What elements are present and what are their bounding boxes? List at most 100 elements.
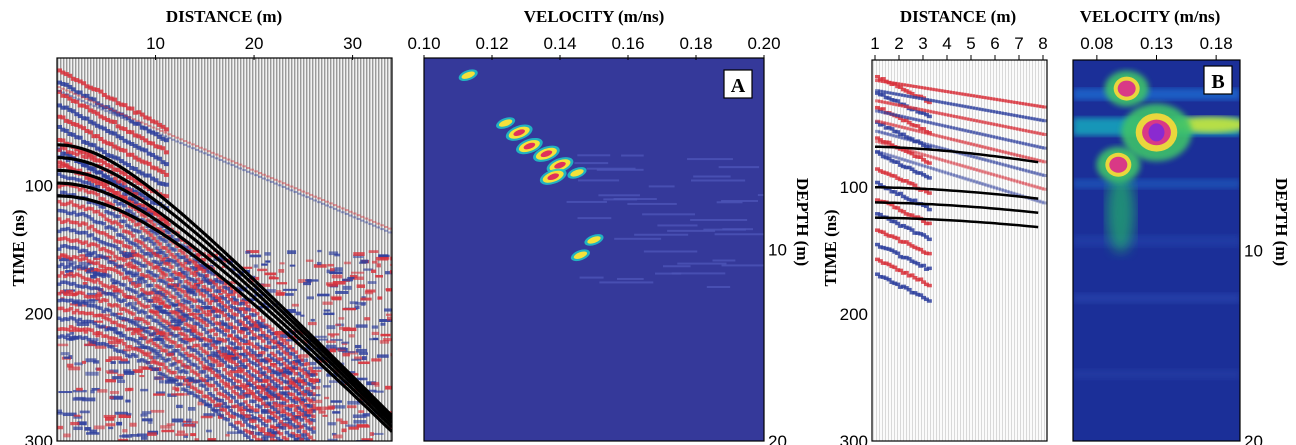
reflection-wavelet: [205, 360, 210, 364]
x-tick-label: 5: [966, 34, 975, 53]
reflection-wavelet: [184, 371, 189, 375]
airwave-wavelet: [108, 108, 112, 110]
reflection-wavelet: [285, 369, 290, 373]
reflection-wavelet: [122, 283, 127, 287]
airwave-wavelet: [203, 152, 207, 154]
noise-wavelet: [105, 379, 116, 382]
noise-wavelet: [245, 251, 250, 254]
semblance-streak: [599, 281, 653, 283]
reflection-wavelet: [234, 363, 239, 367]
airwave-wavelet: [286, 188, 290, 190]
airwave-wavelet: [238, 164, 242, 166]
reflection-wavelet: [190, 338, 195, 342]
reflection-wavelet: [228, 373, 233, 377]
airwave-wavelet: [215, 157, 219, 159]
reflection-wavelet: [267, 383, 272, 387]
reflection-wavelet: [234, 352, 239, 356]
airwave-wavelet: [329, 202, 333, 204]
reflection-wavelet: [166, 306, 171, 310]
reflection-wavelet: [158, 337, 163, 341]
airwave-wavelet: [211, 156, 215, 158]
semblance-streak: [677, 263, 726, 265]
noise-wavelet: [371, 358, 381, 361]
reflection-wavelet: [261, 339, 266, 343]
reflection-wavelet: [240, 395, 245, 399]
reflection-wavelet: [288, 356, 293, 360]
reflection-wavelet: [134, 298, 139, 302]
direct-wave-wavelet: [904, 271, 909, 275]
reflection-wavelet: [110, 236, 115, 240]
y-tick-label: 10: [1244, 242, 1263, 261]
noise-wavelet: [190, 433, 196, 436]
airwave-wavelet: [250, 172, 254, 174]
airwave-wavelet: [199, 147, 203, 149]
reflection-wavelet: [128, 271, 133, 275]
reflection-wavelet: [217, 315, 222, 319]
noise-wavelet: [356, 349, 367, 353]
reflection-wavelet: [208, 339, 213, 343]
noise-wavelet: [351, 272, 364, 274]
airwave-wavelet: [317, 197, 321, 199]
reflection-wavelet: [202, 327, 207, 331]
airwave-wavelet: [380, 228, 384, 230]
semblance-b-y-label: DEPTH (m): [1272, 178, 1291, 266]
reflection-wavelet: [199, 274, 204, 278]
direct-wave-wavelet: [895, 99, 900, 103]
reflection-wavelet: [90, 328, 95, 332]
airwave-wavelet: [266, 175, 270, 177]
airwave-wavelet: [152, 127, 156, 129]
reflection-wavelet: [152, 332, 157, 336]
airwave-wavelet: [136, 120, 140, 122]
reflection-wavelet: [237, 323, 242, 327]
reflection-wavelet: [140, 326, 145, 330]
reflection-wavelet: [225, 396, 230, 400]
reflection-wavelet: [243, 335, 248, 339]
reflection-wavelet: [1042, 201, 1047, 204]
x-tick-label: 3: [918, 34, 927, 53]
noise-wavelet: [309, 362, 317, 365]
airwave-wavelet: [242, 169, 246, 171]
airwave-wavelet: [258, 172, 262, 174]
noise-wavelet: [172, 419, 183, 423]
reflection-wavelet: [208, 301, 213, 305]
noise-wavelet: [280, 262, 285, 264]
airwave-wavelet: [246, 167, 250, 169]
airwave-wavelet: [325, 205, 329, 207]
reflection-wavelet: [255, 328, 260, 332]
noise-wavelet: [311, 319, 315, 322]
reflection-wavelet: [276, 410, 281, 414]
reflection-wavelet: [264, 410, 269, 414]
reflection-wavelet: [264, 404, 269, 408]
reflection-wavelet: [285, 380, 290, 384]
reflection-wavelet: [273, 431, 278, 435]
reflection-wavelet: [279, 347, 284, 351]
reflection-wavelet: [252, 426, 257, 430]
noise-wavelet: [364, 317, 370, 320]
reflection-wavelet: [264, 392, 269, 396]
reflection-wavelet: [285, 387, 290, 391]
airwave-wavelet: [96, 107, 100, 109]
airwave-wavelet: [175, 140, 179, 142]
reflection-wavelet: [166, 269, 171, 273]
y-tick-label: 300: [840, 432, 868, 445]
noise-wavelet: [358, 410, 364, 413]
reflection-wavelet: [243, 365, 248, 369]
airwave-wavelet: [100, 105, 104, 107]
airwave-wavelet: [108, 112, 112, 114]
noise-wavelet: [330, 268, 335, 271]
noise-wavelet: [343, 286, 352, 290]
reflection-wavelet: [146, 305, 151, 309]
noise-wavelet: [384, 308, 397, 311]
noise-wavelet: [290, 265, 296, 267]
reflection-wavelet: [308, 421, 313, 425]
reflection-wavelet: [184, 334, 189, 338]
reflection-wavelet: [267, 432, 272, 436]
airwave-wavelet: [148, 125, 152, 127]
noise-wavelet: [86, 358, 97, 362]
reflection-wavelet: [175, 277, 180, 281]
airwave-wavelet: [175, 137, 179, 139]
direct-wave-wavelet: [927, 161, 932, 165]
airwave-wavelet: [278, 184, 282, 186]
direct-wave-wavelet: [112, 120, 117, 124]
reflection-wavelet: [214, 333, 219, 337]
